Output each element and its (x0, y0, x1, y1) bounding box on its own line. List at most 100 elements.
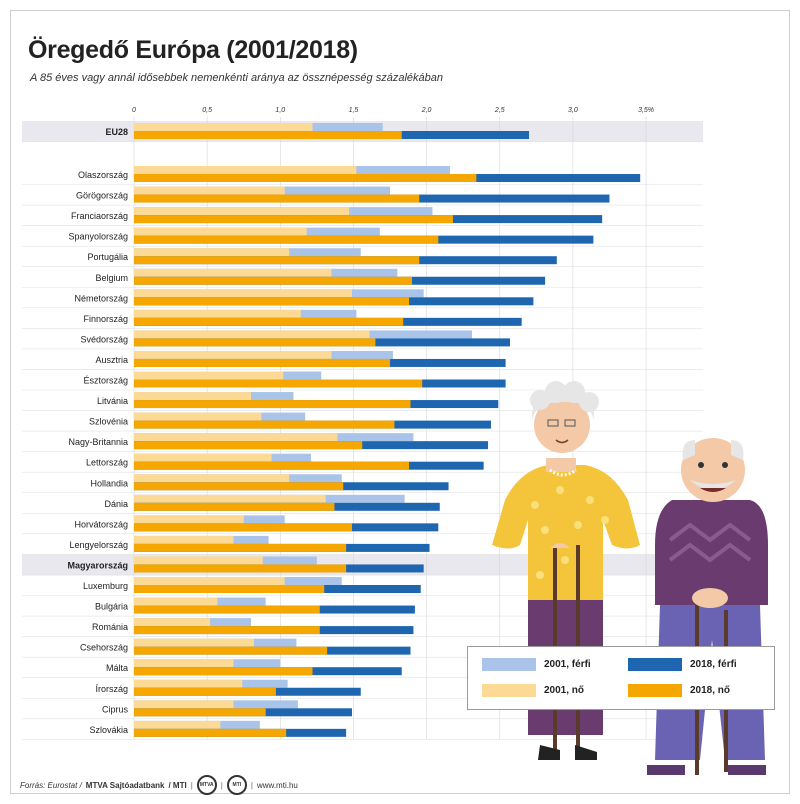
bar-2018-female (134, 646, 328, 655)
category-label: Horvátország (74, 519, 128, 529)
bar-2001-female (134, 330, 370, 339)
legend-item-male-2018: 2018, férfi (628, 658, 737, 671)
x-tick-label: 1,0 (275, 107, 285, 114)
bar-2018-female (134, 400, 411, 409)
bar-2001-female (134, 350, 332, 359)
bar-2018-female (134, 194, 420, 203)
bar-2018-female (134, 235, 439, 244)
bar-2018-female (134, 441, 363, 450)
bar-2018-female (134, 317, 404, 326)
bar-2018-female (134, 605, 320, 614)
bar-2001-female (134, 494, 326, 503)
bar-2018-female (134, 564, 347, 573)
bar-2018-female (134, 276, 412, 285)
bar-2018-female (134, 420, 395, 429)
category-label: Svédország (80, 334, 128, 344)
legend-item-female-2018: 2018, nő (628, 684, 730, 697)
mti-logo: MTI (226, 775, 247, 795)
bar-2001-female (134, 433, 338, 442)
bar-2001-female (134, 186, 285, 195)
category-label: Hollandia (90, 478, 128, 488)
category-label: EU28 (105, 127, 128, 137)
bar-2001-female (134, 248, 290, 257)
bar-2018-female (134, 379, 423, 388)
bar-2001-female (134, 515, 244, 524)
elderly-man-figure (647, 438, 768, 775)
bar-2018-female (134, 297, 410, 306)
bar-2018-female (134, 174, 477, 182)
bar-2001-female (134, 556, 263, 565)
category-label: Németország (74, 293, 128, 303)
bar-2001-female (134, 700, 234, 709)
bar-2001-female (134, 166, 357, 174)
bar-2018-female (134, 543, 347, 552)
separator: | (190, 780, 193, 790)
legend-swatch (628, 658, 682, 671)
bar-2018-female (134, 482, 344, 491)
bar-2018-female (134, 461, 410, 470)
category-label: Ciprus (102, 704, 129, 714)
category-label: Portugália (87, 252, 128, 262)
category-label: Lengyelország (69, 540, 128, 550)
category-label: Finnország (83, 314, 128, 324)
bar-2001-female (134, 638, 254, 647)
x-tick-label: 2,0 (421, 107, 432, 114)
category-label: Olaszország (78, 170, 128, 180)
bar-2001-female (134, 412, 262, 421)
bar-2018-female (134, 687, 276, 696)
bar-2018-female (134, 626, 320, 635)
source-mti: / MTI (168, 780, 187, 790)
legend-swatch (482, 684, 536, 697)
bar-2001-female (134, 207, 350, 216)
category-label: Litvánia (97, 396, 128, 406)
category-label: Bulgária (95, 602, 128, 612)
x-tick-label: 3,5% (638, 107, 654, 114)
bar-2001-female (134, 309, 301, 318)
page-title: Öregedő Európa (2001/2018) (28, 36, 358, 64)
bar-2001-female (134, 618, 211, 627)
category-label: Luxemburg (83, 581, 128, 591)
bar-2018-female (134, 708, 266, 717)
bar-2018-female (134, 338, 376, 347)
source-url: www.mti.hu (256, 780, 298, 790)
bar-2001-female (134, 227, 307, 236)
separator: | (220, 780, 223, 790)
legend-swatch (482, 658, 536, 671)
category-label: Dánia (104, 499, 128, 509)
source-agency: MTVA Sajtóadatbank (85, 780, 165, 790)
bar-2018-female (134, 667, 313, 676)
category-label: Görögország (76, 191, 128, 201)
source-footer: Forrás: Eurostat / MTVA Sajtóadatbank / … (20, 774, 298, 796)
bar-2018-female (134, 728, 287, 737)
legend-swatch (628, 684, 682, 697)
elderly-couple-illustration (492, 381, 768, 775)
category-label: Magyarország (67, 560, 128, 570)
category-label: Románia (92, 622, 128, 632)
x-tick-label: 3,0 (568, 107, 578, 114)
bar-2001-female (134, 123, 313, 131)
legend-label: 2001, nő (544, 685, 585, 696)
bar-2001-female (134, 577, 285, 585)
legend-label: 2018, nő (690, 685, 731, 696)
mtva-logo: MTVA (196, 775, 217, 795)
elderly-woman-figure (492, 381, 640, 760)
bar-2001-female (134, 268, 332, 277)
bar-2001-female (134, 679, 243, 688)
page-subtitle: A 85 éves vagy annál idősebbek nemenként… (30, 72, 443, 84)
category-label: Málta (106, 663, 128, 673)
category-label: Írország (95, 684, 128, 694)
bar-2018-female (134, 502, 335, 511)
bar-2018-female (134, 131, 402, 139)
bar-2018-female (134, 358, 391, 367)
category-label: Ausztria (95, 355, 128, 365)
legend-label: 2001, férfi (544, 659, 591, 670)
bar-2018-female (134, 585, 325, 593)
bar-2001-female (134, 597, 218, 606)
bar-2001-female (134, 392, 252, 401)
bar-2001-female (134, 453, 272, 462)
x-tick-label: 2,5 (494, 107, 505, 114)
bar-2001-female (134, 371, 284, 380)
category-label: Szlovákia (89, 725, 128, 735)
bar-2018-female (134, 256, 420, 265)
